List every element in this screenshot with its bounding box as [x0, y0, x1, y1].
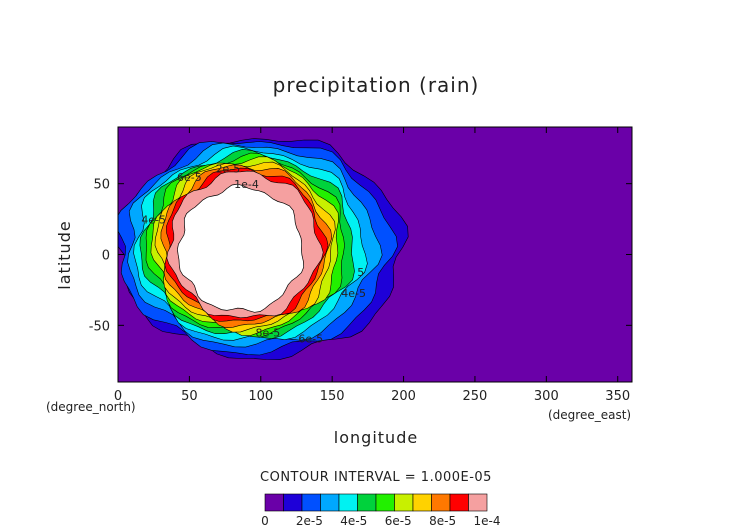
colorbar-swatch-5 — [357, 493, 377, 512]
y-unit-label: (degree_north) — [46, 400, 136, 414]
colorbar-labels: 0 2e-5 4e-5 6e-5 8e-5 1e-4 — [261, 514, 500, 528]
colorbar-swatch-6 — [375, 493, 395, 512]
x-tick-label-5: 250 — [463, 389, 488, 404]
contour-label-0: 2e-5 — [216, 162, 241, 175]
contour-label-7: 6e-5 — [298, 332, 323, 345]
x-tick-label-7: 350 — [605, 389, 630, 404]
colorbar-tick-label-2: 4e-5 — [340, 514, 367, 528]
colorbar-swatch-8 — [412, 493, 432, 512]
precip-band-hole — [177, 183, 305, 313]
x-tick-label-0: 0 — [114, 389, 122, 404]
precip-field — [118, 138, 409, 361]
x-axis: 0 50 100 150 200 250 300 350 — [114, 127, 630, 404]
x-axis-label: longitude — [334, 428, 418, 447]
colorbar-swatch-3 — [320, 493, 340, 512]
y-axis: -50 0 50 — [89, 178, 632, 334]
contour-label-5: 5 — [357, 266, 364, 279]
colorbar-swatch-0 — [264, 493, 284, 512]
colorbar-swatch-4 — [338, 493, 358, 512]
contour-label-4: 4e-5 — [341, 287, 366, 300]
colorbar-tick-label-1: 2e-5 — [296, 514, 323, 528]
colorbar — [264, 493, 488, 512]
contour-label-6: 8e-5 — [256, 327, 281, 340]
contour-interval-text: CONTOUR INTERVAL = 1.000E-05 — [260, 470, 492, 485]
x-tick-label-2: 100 — [248, 389, 273, 404]
colorbar-tick-label-0: 0 — [261, 514, 269, 528]
colorbar-swatch-9 — [431, 493, 451, 512]
colorbar-tick-label-4: 8e-5 — [429, 514, 456, 528]
y-tick-label-0: -50 — [89, 319, 110, 334]
contour-label-3: 4e-5 — [141, 213, 166, 226]
colorbar-swatch-1 — [283, 493, 303, 512]
colorbar-swatch-7 — [394, 493, 414, 512]
colorbar-tick-label-3: 6e-5 — [385, 514, 412, 528]
contour-label-2: 1e-4 — [234, 178, 259, 191]
colorbar-swatch-11 — [468, 493, 488, 512]
y-axis-label: latitude — [55, 220, 74, 289]
contour-labels: 2e-5 6e-5 1e-4 4e-5 4e-5 5 8e-5 6e-5 — [141, 162, 366, 345]
x-tick-label-4: 200 — [391, 389, 416, 404]
contour-label-1: 6e-5 — [177, 171, 202, 184]
chart-title: precipitation (rain) — [273, 73, 480, 97]
x-unit-label: (degree_east) — [548, 408, 631, 422]
colorbar-swatch-10 — [449, 493, 469, 512]
x-tick-label-1: 50 — [181, 389, 198, 404]
x-tick-label-3: 150 — [320, 389, 345, 404]
y-tick-label-2: 50 — [93, 178, 110, 193]
colorbar-swatch-2 — [301, 493, 321, 512]
colorbar-tick-label-5: 1e-4 — [474, 514, 501, 528]
x-tick-label-6: 300 — [534, 389, 559, 404]
y-tick-label-1: 0 — [102, 249, 110, 264]
